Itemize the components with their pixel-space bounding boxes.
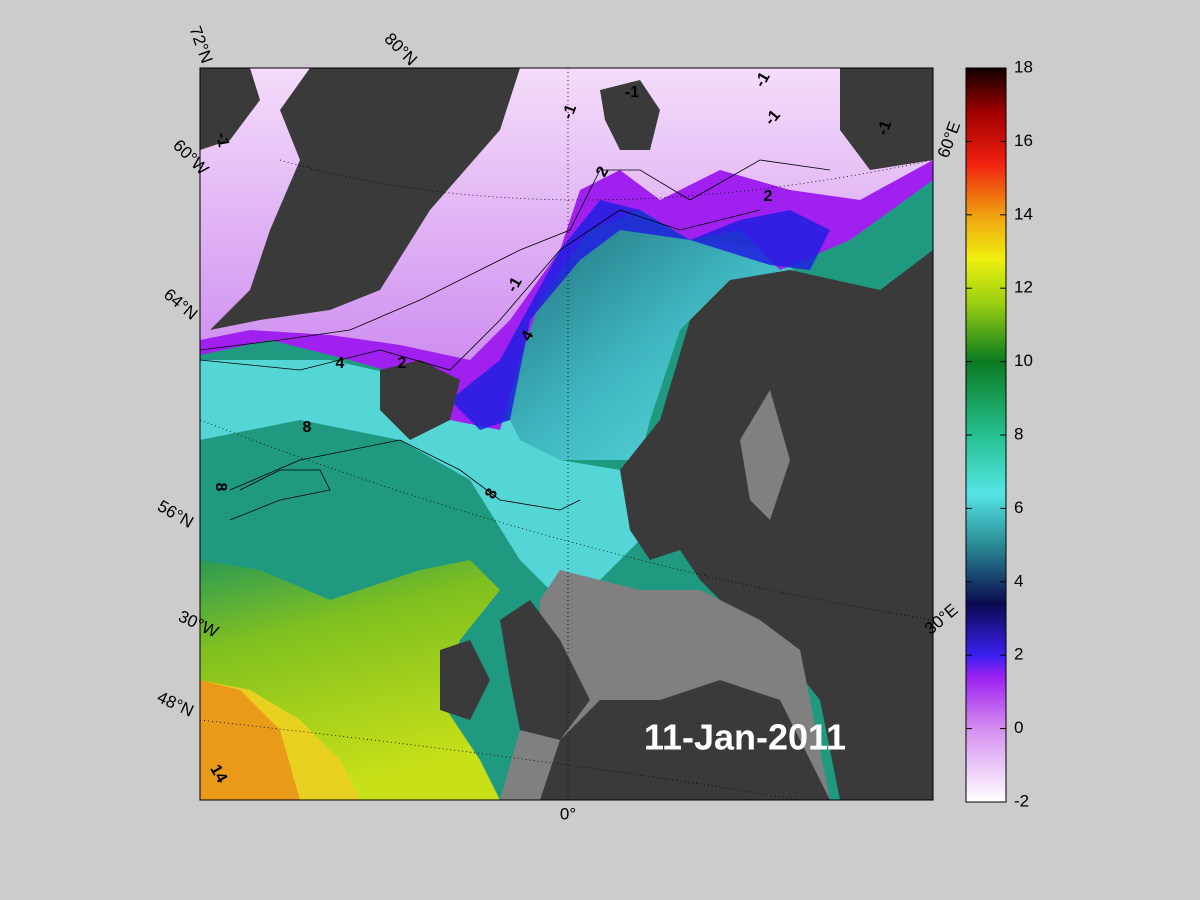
lon-label: 60°E (934, 119, 965, 160)
lat-label: 56°N (154, 496, 196, 531)
europe (540, 680, 830, 800)
colorbar-tick-label: 8 (1014, 424, 1023, 443)
colorbar-tick-label: 12 (1014, 278, 1033, 297)
colorbar-tick-label: 6 (1014, 498, 1023, 517)
baltic (740, 390, 790, 520)
greenland (210, 68, 520, 330)
lat-label: 80°N (381, 29, 421, 69)
graticule (200, 68, 933, 800)
novaya-zemlya (840, 68, 933, 170)
contour-label: 4 (336, 355, 345, 372)
ocean-cyan (200, 360, 640, 600)
colorbar-tick-label: 2 (1014, 645, 1023, 664)
lon-label: 0° (560, 804, 576, 823)
contours (200, 159, 831, 521)
ireland (440, 640, 490, 720)
ocean-norwegian (500, 220, 800, 460)
contour-label: -1 (874, 118, 895, 137)
contour-label: 8 (303, 419, 312, 436)
contour-label: -1 (559, 102, 580, 121)
britain (500, 600, 590, 740)
ocean-orange (200, 680, 300, 800)
lat-label: 72°N (186, 24, 217, 66)
iceland (380, 360, 460, 440)
contour-label: -1 (625, 84, 639, 101)
contour-label: 8 (212, 483, 229, 492)
svalbard (600, 80, 660, 150)
colorbar-tick-label: 10 (1014, 351, 1033, 370)
contour-label: 2 (398, 355, 407, 372)
colorbar-tick-label: 18 (1014, 57, 1033, 76)
lat-label: 48°N (154, 687, 196, 720)
colorbar-tick-label: -2 (1014, 791, 1029, 810)
date-label: 11-Jan-2011 (644, 717, 846, 758)
lat-label: 64°N (160, 285, 201, 324)
contour-label: 2 (764, 188, 773, 205)
contour-label: 14 (206, 762, 230, 786)
contour-label: -1 (213, 131, 232, 148)
colorbar-tick-label: 4 (1014, 571, 1023, 590)
scandinavia (620, 250, 933, 800)
colorbar-tick-label: 14 (1014, 204, 1033, 223)
greenland-west (200, 68, 260, 150)
colorbar-tick-label: 16 (1014, 131, 1033, 150)
map (200, 68, 933, 800)
colorbar-tick-label: 0 (1014, 718, 1023, 737)
ocean-front (450, 200, 830, 430)
map-frame (199, 67, 934, 801)
